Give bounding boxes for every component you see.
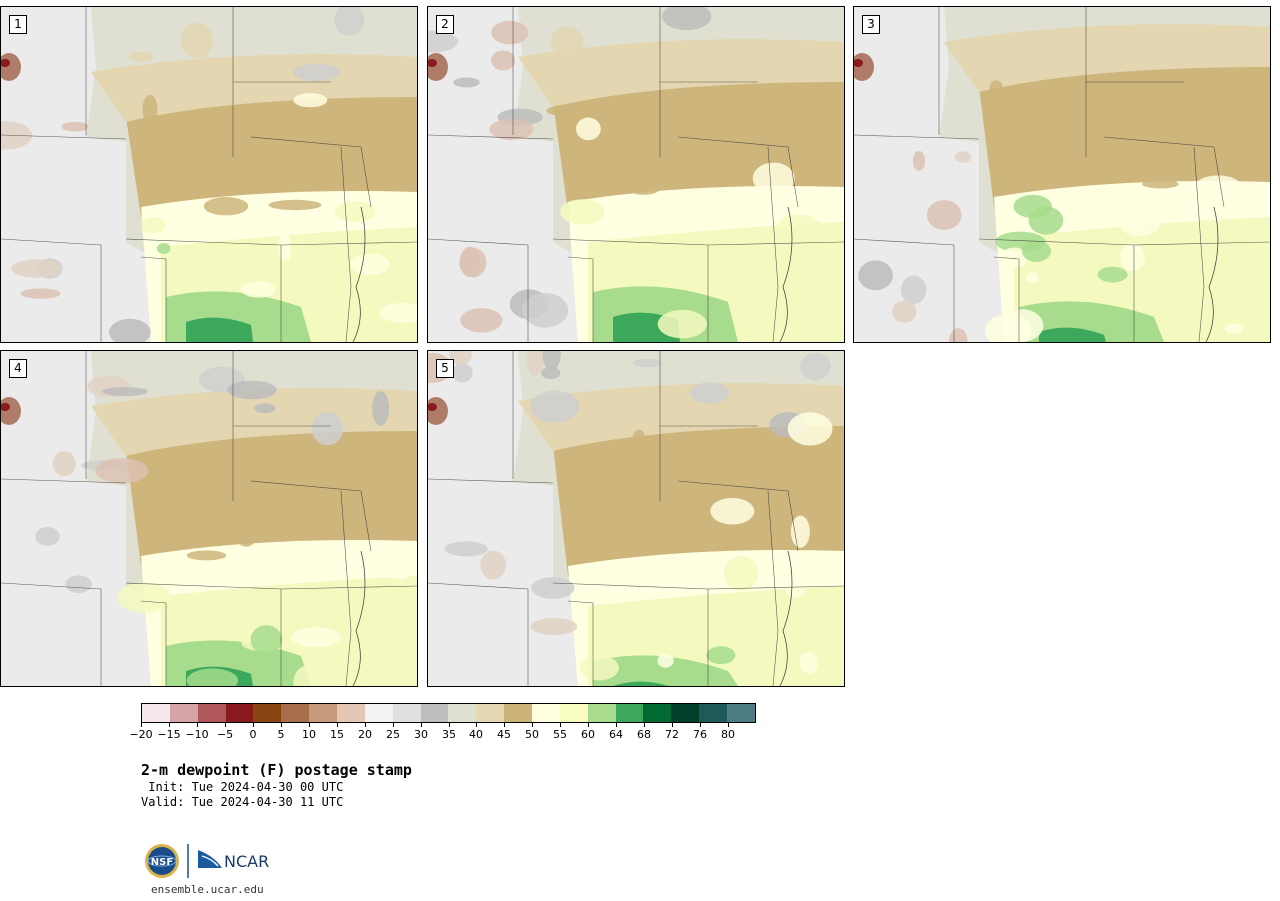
dewpoint-map [428,7,844,342]
colorbar-swatch [727,704,755,722]
colorbar-tick-label: 25 [386,728,400,741]
colorbar-tick-label: 80 [721,728,735,741]
colorbar-swatch [281,704,310,722]
colorbar-tick-label: 68 [637,728,651,741]
colorbar-swatch [337,704,365,722]
nsf-seal-icon: NSF [145,844,179,878]
colorbar-swatch [476,704,505,722]
colorbar-tick [169,723,170,727]
forecast-panel-2: 2 [427,6,845,343]
member-label: 1 [9,15,27,34]
colorbar-swatch [643,704,672,722]
colorbar-swatch [615,704,644,722]
colorbar-tick-label: 76 [693,728,707,741]
colorbar-ticks: −20 −15 −10 −5 0 5 10 15 20 25 30 35 40 45 50 55 60 64 68 7… [129,723,756,743]
forecast-panel-5: 5 [427,350,845,687]
colorbar-tick [672,723,673,727]
colorbar-tick-label: −15 [157,728,181,741]
footer-url: ensemble.ucar.edu [151,883,264,896]
colorbar-tick [421,723,422,727]
colorbar-swatch [587,704,616,722]
colorbar-tick [337,723,338,727]
colorbar-swatch [392,704,421,722]
colorbar-tick-label: 30 [414,728,428,741]
forecast-panel-4: 4 [0,350,418,687]
nsf-ncar-logo: NSF NCAR [145,844,269,878]
colorbar-tick-label: 15 [330,728,344,741]
colorbar-swatch [253,704,282,722]
colorbar-tick [309,723,310,727]
colorbar-tick [644,723,645,727]
colorbar-swatch [504,704,533,722]
member-label: 3 [862,15,880,34]
colorbar-swatch [532,704,560,722]
colorbar-tick [141,723,142,727]
colorbar-tick-label: 64 [609,728,623,741]
dewpoint-map [1,351,417,686]
colorbar-tick-label: 5 [277,728,285,741]
init-time: Init: Tue 2024-04-30 00 UTC [141,780,344,794]
dewpoint-map [1,7,417,342]
colorbar-tick-label: 10 [302,728,316,741]
colorbar-tick-label: 45 [497,728,511,741]
colorbar-tick [476,723,477,727]
colorbar-tick [393,723,394,727]
ncar-text: NCAR [224,852,269,871]
colorbar-tick [281,723,282,727]
colorbar-tick [560,723,561,727]
nsf-text: NSF [151,857,173,868]
colorbar-tick [700,723,701,727]
colorbar-tick [225,723,226,727]
colorbar-tick-label: 0 [249,728,257,741]
forecast-panel-1: 1 [0,6,418,343]
colorbar-swatch [309,704,338,722]
colorbar-tick-label: 72 [665,728,679,741]
colorbar-tick-label: 55 [553,728,567,741]
colorbar-swatch [225,704,254,722]
colorbar-tick [532,723,533,727]
colorbar-tick [504,723,505,727]
colorbar-tick [365,723,366,727]
colorbar-tick-label: 20 [358,728,372,741]
colorbar-tick [588,723,589,727]
colorbar-tick [616,723,617,727]
colorbar-tick [449,723,450,727]
colorbar-tick-label: −5 [216,728,234,741]
colorbar-swatch [448,704,477,722]
colorbar-tick [728,723,729,727]
dewpoint-map [854,7,1270,342]
colorbar-tick [253,723,254,727]
colorbar-tick-label: 60 [581,728,595,741]
forecast-panel-3: 3 [853,6,1271,343]
colorbar-swatch [364,704,393,722]
colorbar-swatch [699,704,728,722]
member-label: 4 [9,359,27,378]
colorbar-swatch [169,704,198,722]
colorbar-swatch [671,704,700,722]
page-title: 2-m dewpoint (F) postage stamp [141,761,412,779]
colorbar [141,703,756,723]
dewpoint-map [428,351,844,686]
colorbar-tick [197,723,198,727]
colorbar-swatch [142,704,170,722]
colorbar-swatch [559,704,588,722]
colorbar-swatch [420,704,449,722]
colorbar-tick-label: −20 [129,728,153,741]
member-label: 2 [436,15,454,34]
colorbar-tick-label: 50 [525,728,539,741]
member-label: 5 [436,359,454,378]
colorbar-tick-label: 35 [442,728,456,741]
valid-time: Valid: Tue 2024-04-30 11 UTC [141,795,344,809]
ncar-mark-icon [198,850,222,868]
colorbar-tick-label: −10 [185,728,209,741]
colorbar-swatch [197,704,226,722]
colorbar-tick-label: 40 [469,728,483,741]
